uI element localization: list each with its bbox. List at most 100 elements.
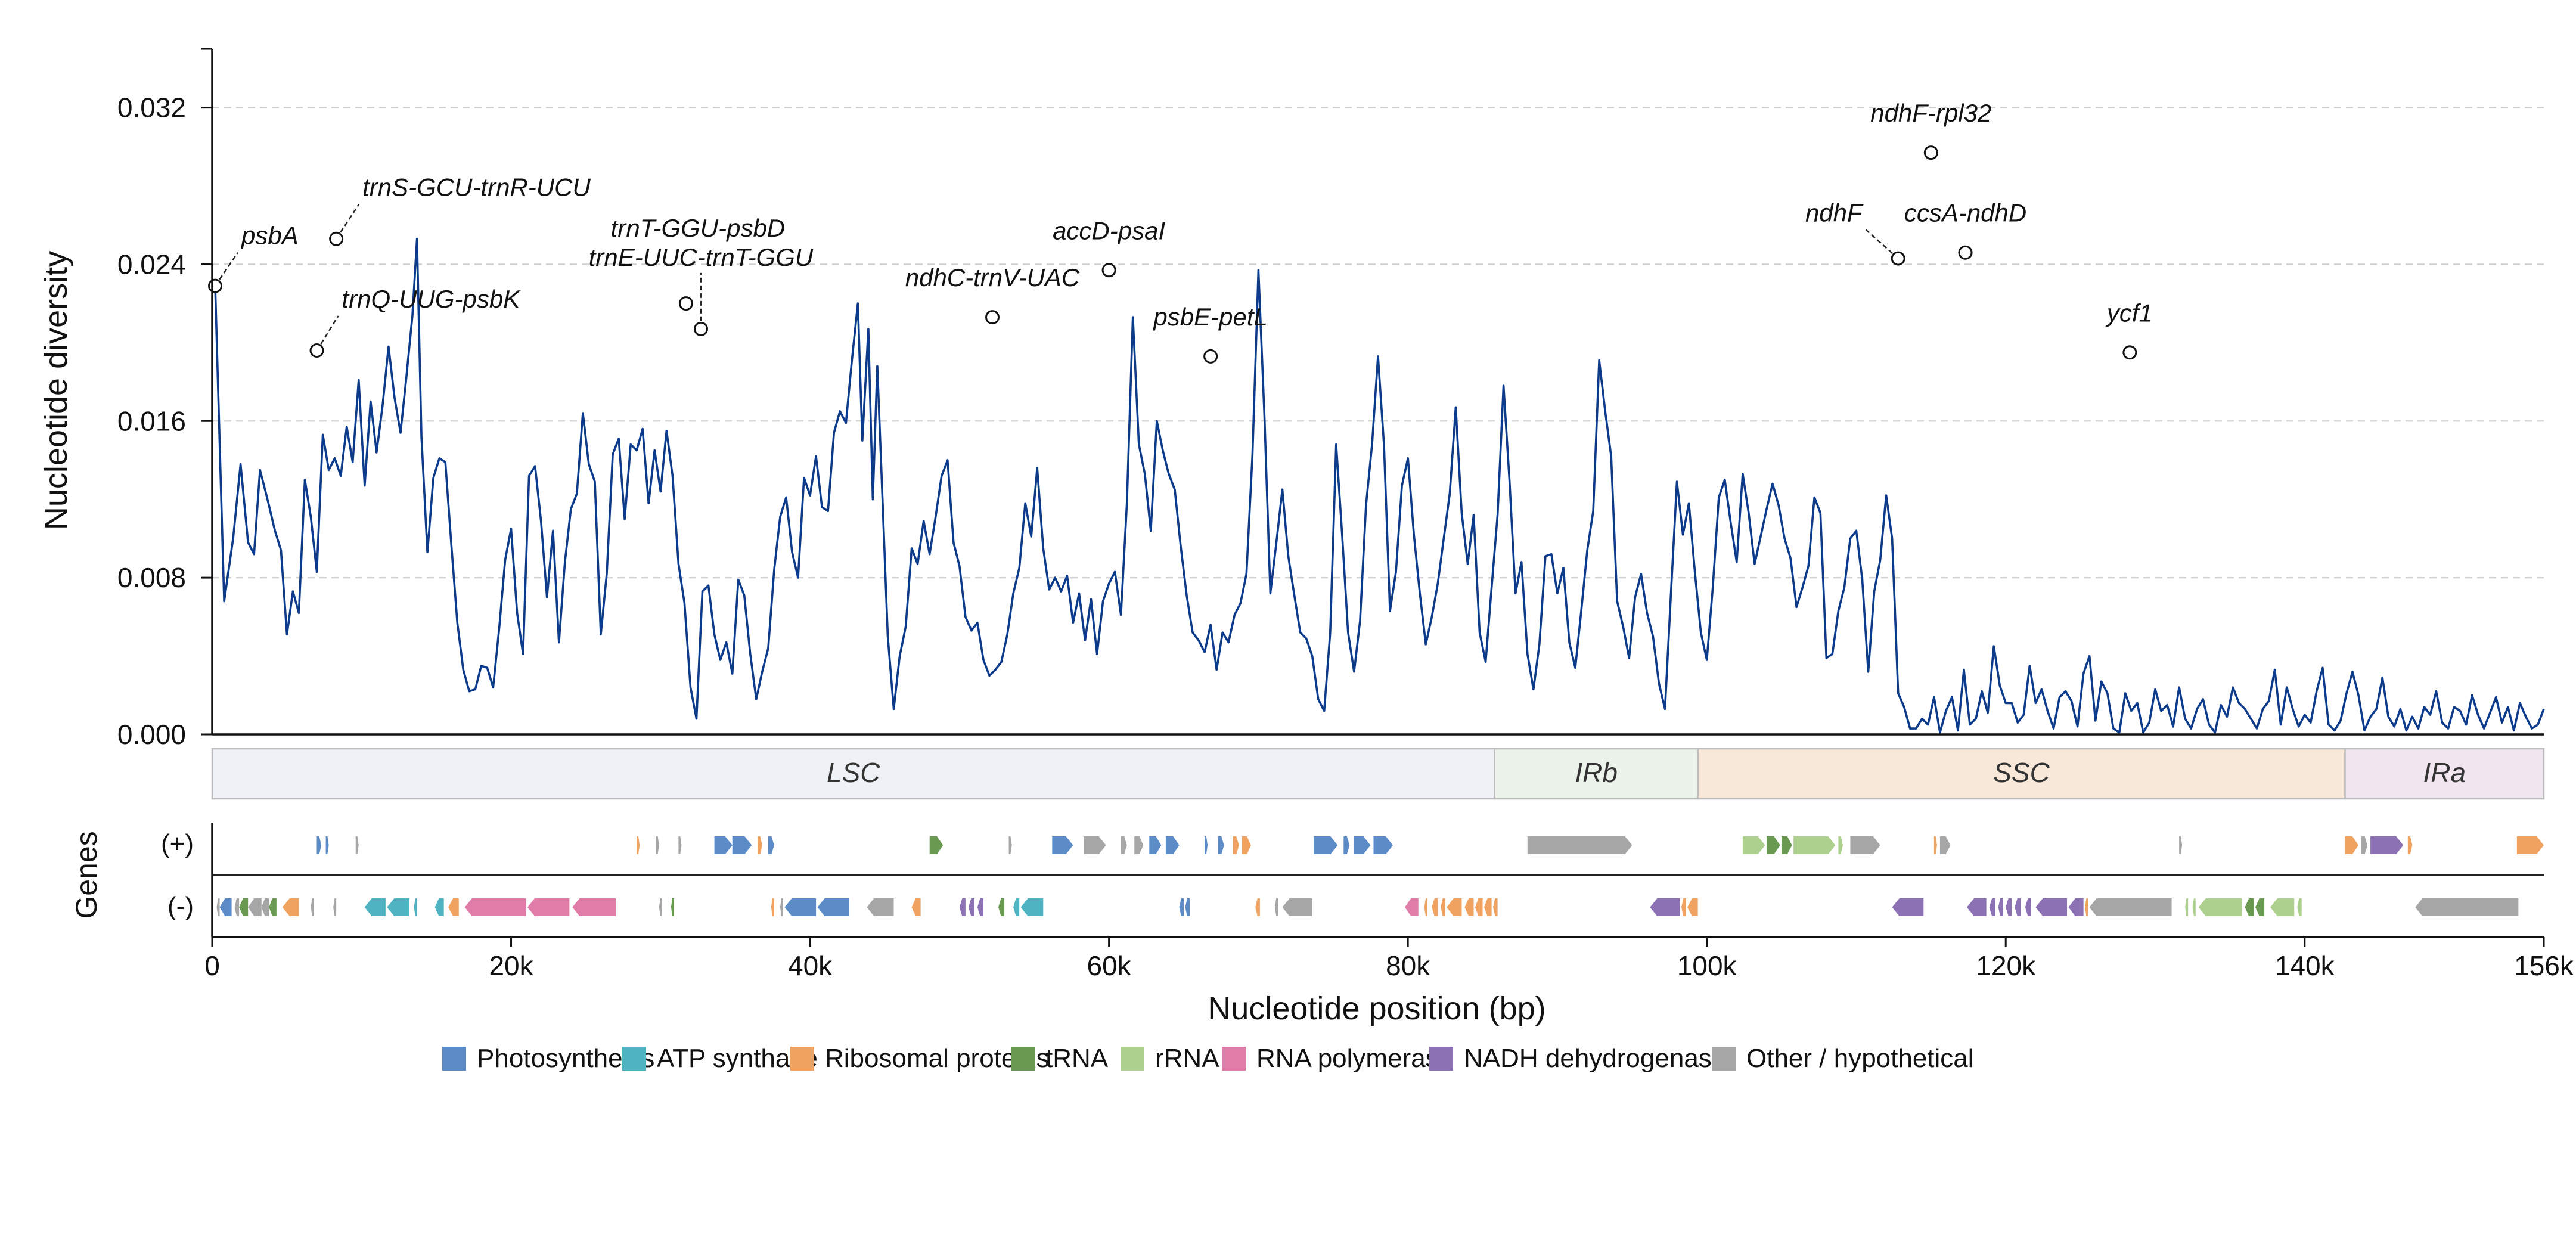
gene-arrow: [572, 898, 616, 916]
gene-arrow: [1782, 836, 1792, 854]
gene-arrow: [2085, 898, 2088, 916]
peak-label: ndhF: [1805, 199, 1864, 227]
gene-arrow: [771, 898, 774, 916]
peak-marker: [208, 278, 223, 293]
peak-marker: [694, 321, 709, 336]
gene-arrow: [1838, 836, 1843, 854]
gene-arrow: [1742, 836, 1765, 854]
legend-swatch: [442, 1047, 466, 1071]
legend-label: NADH dehydrogenase: [1464, 1044, 1726, 1073]
gene-arrow: [758, 836, 762, 854]
gene-arrow: [2015, 898, 2021, 916]
gene-arrow: [714, 836, 733, 854]
gene-arrow: [2516, 836, 2544, 854]
gene-arrow: [637, 836, 640, 854]
gene-arrow: [656, 836, 659, 854]
gene-arrow: [2361, 836, 2368, 854]
legend-swatch: [1429, 1047, 1453, 1071]
y-tick-label: 0.032: [117, 92, 186, 123]
legend-swatch: [622, 1047, 646, 1071]
gene-arrow: [464, 898, 526, 916]
x-tick-label: 140k: [2275, 950, 2335, 981]
region-label: SSC: [1993, 757, 2050, 788]
peak-leader-line: [316, 315, 339, 351]
peak-marker: [1101, 263, 1116, 278]
gene-arrow: [817, 898, 849, 916]
gene-arrow: [316, 836, 322, 854]
gene-arrow: [1989, 898, 1995, 916]
gene-arrow: [867, 898, 894, 916]
x-tick-label: 20k: [489, 950, 533, 981]
gene-arrow: [1013, 898, 1020, 916]
region-label: IRa: [2423, 757, 2466, 788]
region-bar: LSC IRb SSC IRa: [211, 748, 2545, 800]
gene-arrow: [2407, 836, 2413, 854]
gene-arrow: [1933, 836, 1937, 854]
gene-arrow: [1242, 836, 1251, 854]
x-axis-ticks: 0 20k 40k 60k 80k 100k 120k 140k 156k: [204, 823, 2574, 981]
y-tick-label: 0.000: [117, 719, 186, 750]
legend-swatch: [1222, 1047, 1246, 1071]
gene-arrow: [1850, 836, 1880, 854]
peak-label: ndhF-rpl32: [1870, 99, 1991, 127]
gene-arrow: [333, 898, 337, 916]
gene-arrow: [2089, 898, 2172, 916]
legend-label: rRNA: [1155, 1044, 1219, 1073]
gene-arrow: [261, 898, 269, 916]
gene-arrow: [1967, 898, 1987, 916]
gene-arrow: [282, 898, 299, 916]
peak-marker: [985, 310, 1000, 325]
y-tick-label: 0.016: [117, 405, 186, 436]
gene-arrow: [2415, 898, 2519, 916]
peak-leader-line: [214, 252, 239, 287]
y-tick-label: 0.008: [117, 562, 186, 593]
gene-arrow: [1464, 898, 1474, 916]
peak-label: psbA: [240, 222, 299, 250]
gene-arrow: [1681, 898, 1686, 916]
gene-arrow: [527, 898, 570, 916]
gene-arrow: [1405, 898, 1419, 916]
legend-swatch: [1712, 1047, 1736, 1071]
diversity-line: [214, 237, 2545, 734]
gene-arrow: [2255, 898, 2265, 916]
gene-arrow: [929, 836, 944, 854]
gene-arrow: [219, 898, 232, 916]
region-block: [2344, 748, 2545, 800]
gene-arrow: [2198, 898, 2242, 916]
peak-marker: [1958, 245, 1973, 260]
gene-arrow: [1484, 898, 1492, 916]
gene-arrow: [1432, 898, 1438, 916]
gene-arrow: [671, 898, 674, 916]
gene-arrow: [2270, 898, 2295, 916]
gene-arrow: [1354, 836, 1371, 854]
gene-arrow: [1052, 836, 1073, 854]
gene-arrow: [387, 898, 410, 916]
gene-arrow: [1939, 836, 1951, 854]
peak-label: psbE-petL: [1152, 303, 1267, 331]
legend-swatch: [1121, 1047, 1144, 1071]
x-tick-label: 60k: [1087, 950, 1132, 981]
gene-arrow: [325, 836, 329, 854]
gene-arrow: [1343, 836, 1350, 854]
gene-arrow: [959, 898, 966, 916]
gene-arrow: [448, 898, 459, 916]
gene-arrow: [414, 898, 417, 916]
gene-arrow: [1892, 898, 1924, 916]
gene-arrow: [2192, 898, 2196, 916]
gene-arrow: [269, 898, 277, 916]
gene-arrow: [234, 898, 240, 916]
legend-label: Other / hypothetical: [1746, 1044, 1974, 1073]
gene-arrow: [968, 898, 974, 916]
peak-label: trnS-GCU-trnR-UCU: [362, 173, 591, 201]
gene-arrow: [659, 898, 662, 916]
gene-arrow: [1020, 898, 1044, 916]
gene-arrow: [1475, 898, 1483, 916]
x-tick-label: 120k: [1976, 950, 2036, 981]
gene-arrow: [355, 836, 359, 854]
gene-arrow: [768, 836, 774, 854]
plus-strand-label: (+): [161, 829, 194, 858]
gene-arrow: [784, 898, 817, 916]
gene-arrow: [2179, 836, 2183, 854]
legend-swatch: [790, 1047, 814, 1071]
peak-label: trnQ-UUG-psbK: [342, 285, 522, 313]
